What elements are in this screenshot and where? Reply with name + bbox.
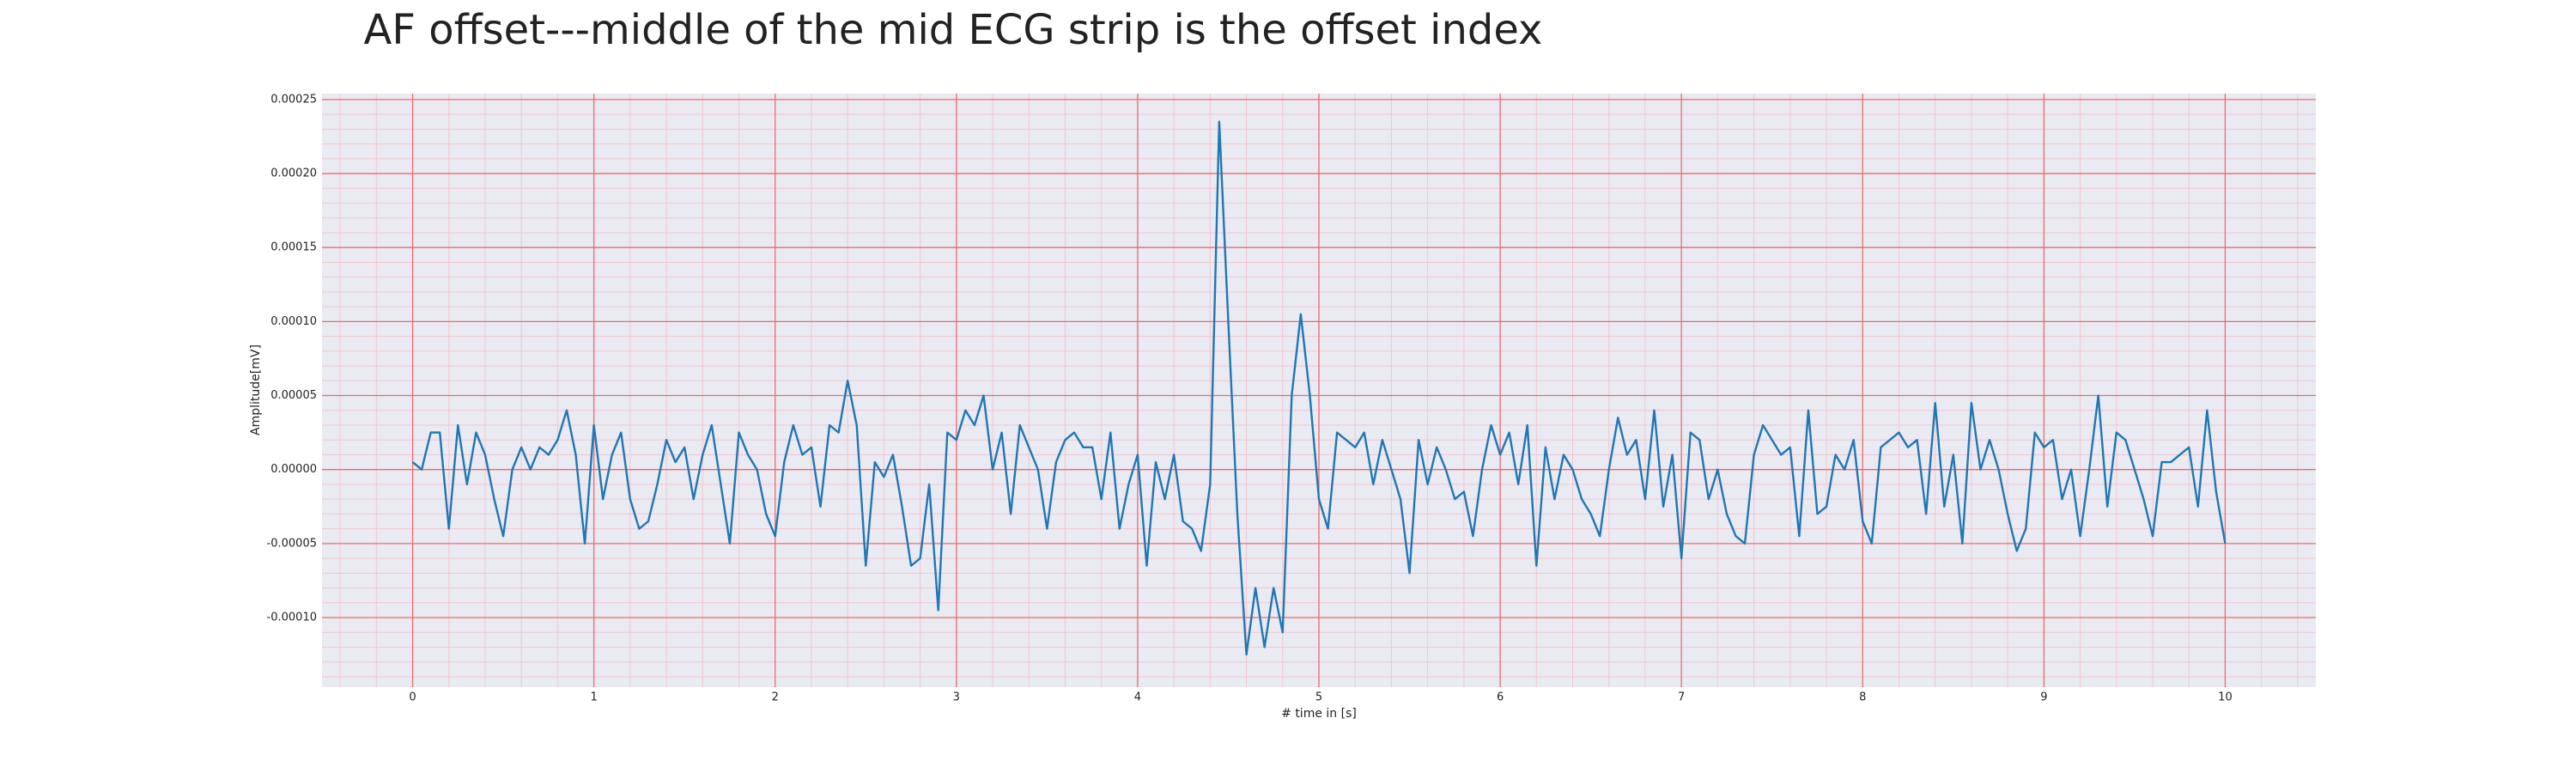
x-tick-label: 10 [2218,691,2233,704]
x-tick-label: 8 [1859,691,1866,704]
y-tick-label: 0.00005 [270,389,317,402]
y-tick-label: -0.00010 [267,612,317,624]
x-tick-label: 2 [772,691,779,704]
y-tick-label: 0.00000 [270,463,317,476]
x-tick-label: 3 [953,691,960,704]
grid [322,94,2316,687]
y-tick-label: 0.00020 [270,167,317,180]
y-tick-label: 0.00025 [270,93,317,106]
y-tick-label: 0.00015 [270,241,317,254]
x-tick-label: 0 [409,691,416,704]
x-tick-label: 5 [1315,691,1322,704]
y-tick-label: -0.00005 [267,537,317,550]
y-axis-label: Amplitude[mV] [249,344,263,435]
x-tick-label: 9 [2040,691,2047,704]
y-tick-label: 0.00010 [270,315,317,328]
x-tick-label: 4 [1134,691,1141,704]
x-tick-label: 7 [1678,691,1685,704]
x-tick-label: 6 [1497,691,1504,704]
x-axis-label: # time in [s] [1281,707,1357,721]
ecg-line [411,120,2227,656]
chart-title: AF offset---middle of the mid ECG strip … [364,6,1543,54]
x-tick-label: 1 [590,691,597,704]
